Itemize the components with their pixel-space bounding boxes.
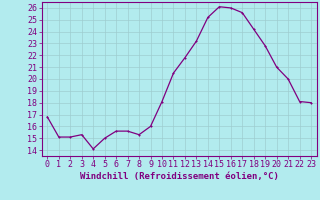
- X-axis label: Windchill (Refroidissement éolien,°C): Windchill (Refroidissement éolien,°C): [80, 172, 279, 181]
